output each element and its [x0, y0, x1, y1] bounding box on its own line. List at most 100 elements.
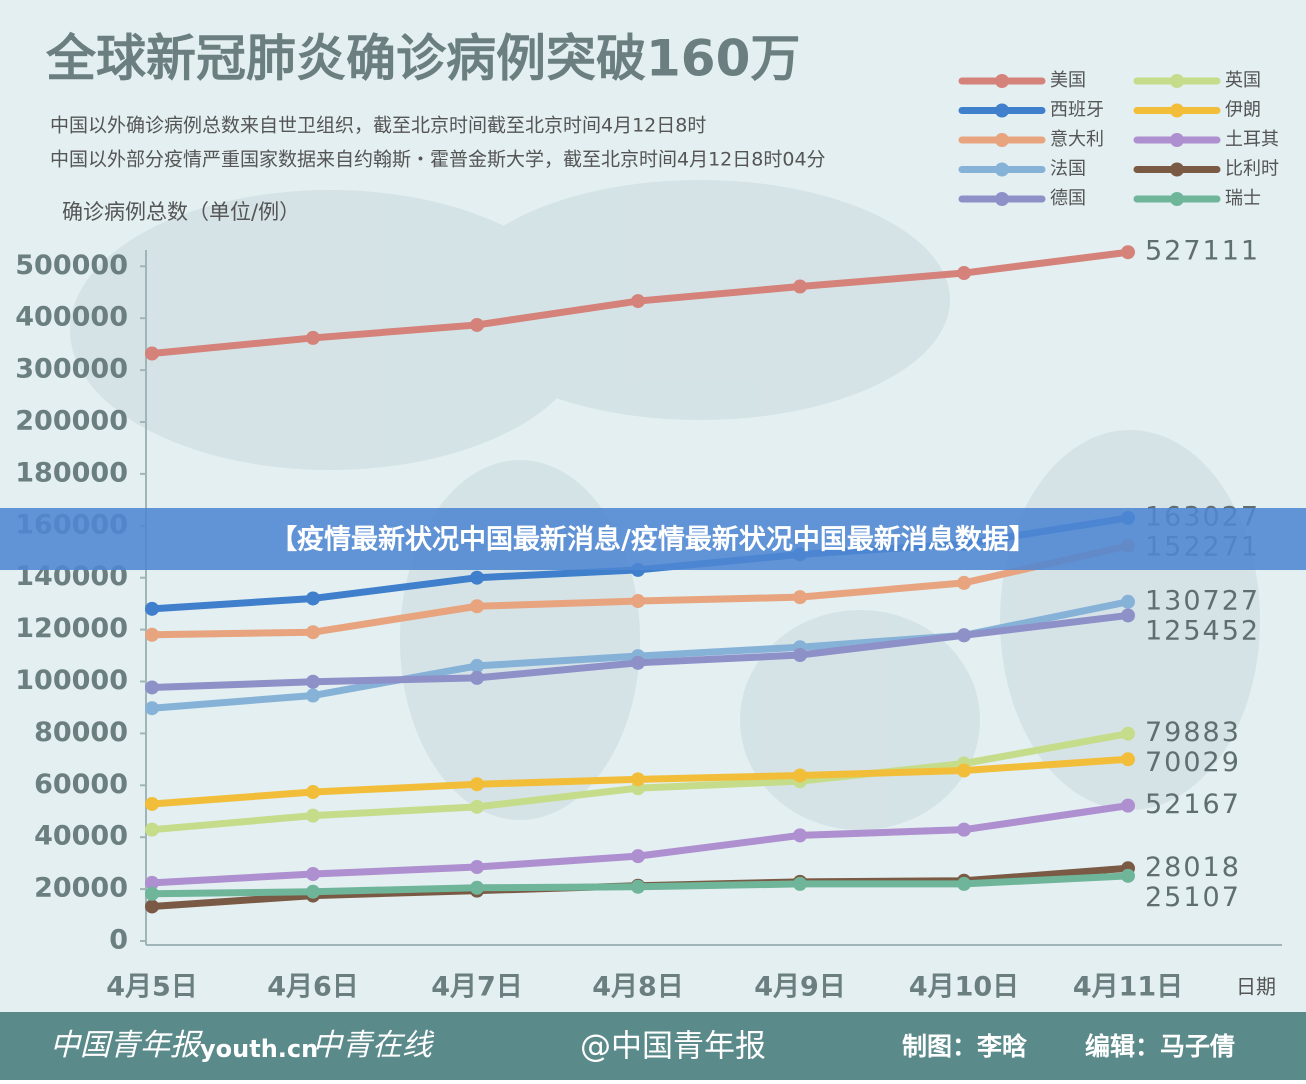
footer-credit: 编辑：马子倩 [1085, 1032, 1235, 1061]
data-point [145, 346, 159, 361]
data-point [793, 876, 807, 891]
x-tick-label: 4月8日 [592, 972, 684, 1003]
data-point [1121, 594, 1135, 609]
y-tick-label: 500000 [15, 250, 128, 281]
legend-marker [995, 133, 1009, 147]
data-point [631, 655, 645, 670]
data-point [470, 777, 484, 792]
data-point [145, 899, 159, 914]
legend-label: 德国 [1050, 188, 1086, 209]
data-point [145, 627, 159, 642]
x-tick-label: 4月6日 [267, 972, 359, 1003]
legend-label: 美国 [1050, 70, 1086, 91]
x-axis-label: 日期 [1236, 975, 1276, 999]
data-point [631, 879, 645, 894]
legend-label: 英国 [1225, 70, 1261, 91]
banner-bg [0, 508, 1306, 570]
data-point [1121, 245, 1135, 260]
y-tick-label: 40000 [34, 821, 128, 852]
legend-marker [995, 162, 1009, 177]
data-point [306, 625, 320, 640]
data-point [631, 849, 645, 864]
footer-logo: 中国青年报 [50, 1028, 203, 1063]
y-tick-label: 100000 [15, 665, 128, 696]
data-point [957, 628, 971, 643]
data-point [631, 772, 645, 787]
chart-title: 全球新冠肺炎确诊病例突破160万 [45, 30, 800, 88]
legend-marker [1170, 133, 1184, 147]
y-tick-label: 180000 [15, 457, 128, 488]
data-point [145, 886, 159, 901]
y-tick-label: 120000 [15, 613, 128, 644]
legend-marker [995, 192, 1009, 206]
end-value-label: 527111 [1145, 236, 1260, 267]
data-point [306, 330, 320, 345]
data-point [470, 599, 484, 614]
data-point [793, 648, 807, 663]
banner: 【疫情最新状况中国最新消息/疫情最新状况中国最新消息数据】 [270, 524, 1036, 556]
x-tick-label: 4月11日 [1073, 972, 1183, 1003]
data-point [306, 785, 320, 800]
x-tick-label: 4月10日 [909, 972, 1019, 1003]
data-point [470, 799, 484, 814]
data-point [145, 601, 159, 616]
y-tick-label: 20000 [34, 873, 128, 904]
data-point [306, 688, 320, 703]
data-point [145, 822, 159, 837]
x-tick-label: 4月7日 [431, 972, 523, 1003]
data-point [470, 317, 484, 332]
data-point [145, 701, 159, 716]
end-value-label: 52167 [1145, 789, 1241, 820]
y-tick-label: 0 [109, 925, 128, 956]
data-point [306, 884, 320, 899]
data-point [470, 880, 484, 895]
data-point [957, 266, 971, 281]
data-point [145, 680, 159, 695]
data-point [1121, 752, 1135, 767]
data-point [470, 670, 484, 685]
y-tick-label: 80000 [34, 717, 128, 748]
data-point [957, 876, 971, 891]
y-tick-label: 300000 [15, 354, 128, 385]
footer-logo: 中青在线 [312, 1028, 435, 1063]
end-value-label: 70029 [1145, 747, 1241, 778]
footer-credit: 制图：李晗 [902, 1032, 1027, 1061]
data-point [1121, 868, 1135, 883]
y-tick-label: 200000 [15, 406, 128, 437]
x-tick-label: 4月9日 [754, 972, 846, 1003]
data-point [1121, 726, 1135, 741]
legend-label: 西班牙 [1050, 100, 1104, 121]
subtitle: 中国以外部分疫情严重国家数据来自约翰斯・霍普金斯大学，截至北京时间4月12日8时… [50, 149, 826, 171]
data-point [631, 294, 645, 309]
data-point [1121, 608, 1135, 623]
y-tick-label: 400000 [15, 302, 128, 333]
end-value-label: 130727 [1145, 585, 1260, 616]
data-point [306, 808, 320, 823]
legend-marker [995, 74, 1009, 88]
y-tick-label: 60000 [34, 769, 128, 800]
data-point [957, 575, 971, 590]
footer-weibo: @中国青年报 [580, 1029, 766, 1065]
end-value-label: 28018 [1145, 852, 1241, 883]
data-point [957, 822, 971, 837]
subtitle: 中国以外确诊病例总数来自世卫组织，截至北京时间截至北京时间4月12日8时 [50, 115, 706, 137]
data-point [793, 828, 807, 843]
legend-label: 土耳其 [1225, 129, 1279, 150]
data-point [306, 674, 320, 689]
end-value-label: 125452 [1145, 615, 1260, 646]
data-point [470, 658, 484, 673]
data-point [470, 570, 484, 585]
y-axis-label: 确诊病例总数（单位/例） [62, 200, 300, 224]
data-point [1121, 798, 1135, 813]
legend-marker [995, 103, 1009, 118]
data-point [470, 860, 484, 875]
legend-label: 瑞士 [1225, 188, 1261, 209]
data-point [306, 591, 320, 606]
legend-label: 比利时 [1225, 159, 1279, 180]
x-tick-label: 4月5日 [106, 972, 198, 1003]
data-point [145, 796, 159, 811]
data-point [631, 594, 645, 609]
